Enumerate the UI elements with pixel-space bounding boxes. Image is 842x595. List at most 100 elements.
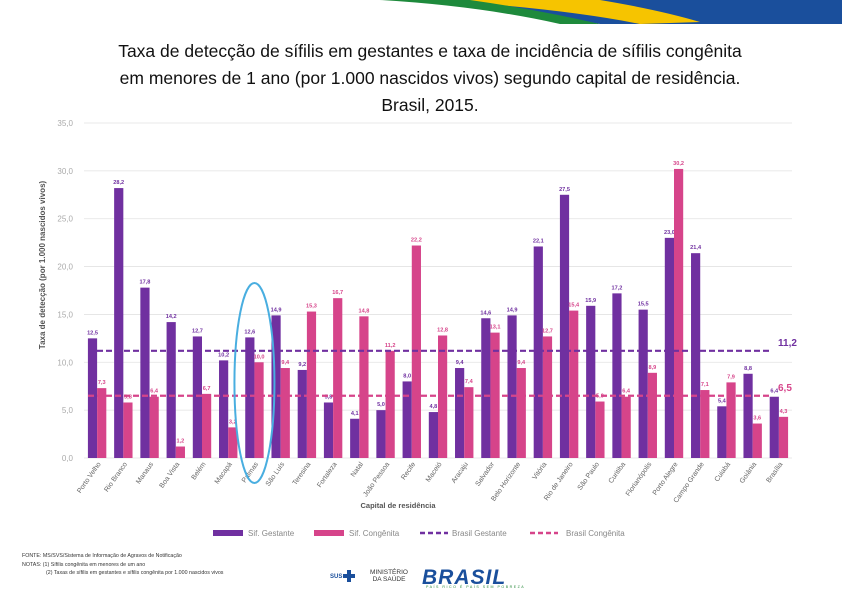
bar-gestante xyxy=(455,368,465,458)
bar-gestante xyxy=(323,402,334,458)
y-tick-label: 0,0 xyxy=(62,454,74,463)
data-label: 28,2 xyxy=(113,180,124,186)
data-label: 3,2 xyxy=(229,419,237,425)
x-tick-label: Fortaleza xyxy=(316,461,339,489)
data-label: 9,4 xyxy=(456,360,465,366)
y-axis-label: Taxa de detecção (por 1.000 nascidos viv… xyxy=(38,180,47,349)
legend-label: Brasil Congênita xyxy=(566,529,625,538)
data-label: 9,4 xyxy=(517,360,526,366)
bar-gestante xyxy=(297,369,307,458)
x-tick-label: Goiânia xyxy=(739,461,759,485)
data-label: 14,9 xyxy=(507,307,518,313)
bar-gestante xyxy=(192,336,202,458)
data-label: 13,1 xyxy=(490,325,501,331)
chart-title: Taxa de detecção de sífilis em gestantes… xyxy=(40,38,820,119)
data-label: 4,3 xyxy=(780,409,788,415)
data-label: 22,1 xyxy=(533,238,544,244)
footer-note-1: NOTAS: (1) Sífilis congênita em menores … xyxy=(22,561,146,568)
data-label: 15,4 xyxy=(568,303,580,309)
bar-congenita xyxy=(726,382,736,458)
bar-congenita xyxy=(149,396,159,458)
bar-gestante xyxy=(166,322,176,458)
data-label: 5,8 xyxy=(124,394,132,400)
health-cross-icon xyxy=(343,570,355,582)
data-label: 27,5 xyxy=(559,187,570,193)
title-line-1: Taxa de detecção de sífilis em gestantes… xyxy=(118,41,742,61)
x-tick-label: Curitiba xyxy=(608,461,628,485)
x-tick-label: Cuiabá xyxy=(714,461,733,483)
footer-note-2: (2) Taxas de sífilis em gestantes e sífi… xyxy=(46,570,224,576)
y-tick-label: 5,0 xyxy=(62,406,74,415)
bar-gestante xyxy=(114,188,124,459)
ref-line-label: 11,2 xyxy=(778,338,797,349)
data-label: 8,0 xyxy=(403,373,411,379)
x-tick-label: Rio de Janeiro xyxy=(543,461,575,502)
data-label: 3,6 xyxy=(753,416,761,422)
data-label: 12,5 xyxy=(87,330,98,336)
x-tick-label: Florianópolis xyxy=(625,461,654,498)
bar-gestante xyxy=(533,246,543,458)
data-label: 9,4 xyxy=(281,360,290,366)
data-label: 7,1 xyxy=(701,382,709,388)
data-label: 6,4 xyxy=(150,389,159,395)
data-label: 12,6 xyxy=(244,329,255,335)
bar-gestante xyxy=(271,315,281,458)
bar-gestante xyxy=(717,406,727,458)
x-tick-label: São Paulo xyxy=(577,461,601,492)
data-label: 10,2 xyxy=(218,352,229,358)
data-label: 7,9 xyxy=(727,374,735,380)
bar-gestante xyxy=(507,315,517,458)
bar-congenita xyxy=(280,368,290,458)
bar-congenita xyxy=(228,427,238,458)
data-label: 14,2 xyxy=(166,314,177,320)
bar-congenita xyxy=(359,316,369,458)
bar-gestante xyxy=(402,381,412,458)
sus-logo: SUS xyxy=(330,574,343,580)
data-label: 5,8 xyxy=(325,394,333,400)
header-band xyxy=(380,0,842,24)
bar-congenita xyxy=(674,168,684,458)
bar-congenita xyxy=(516,368,526,458)
brasil-logo: BRASIL xyxy=(422,566,507,589)
data-label: 4,1 xyxy=(351,411,359,417)
bar-gestante xyxy=(664,237,674,458)
data-label: 7,4 xyxy=(465,379,474,385)
legend-label: Sif. Congênita xyxy=(349,529,400,538)
legend-label: Brasil Gestante xyxy=(452,529,507,538)
data-label: 22,2 xyxy=(411,238,422,244)
x-tick-label: São Luís xyxy=(265,461,287,488)
x-tick-label: Maceió xyxy=(425,461,444,484)
bar-congenita xyxy=(778,416,789,458)
ref-line-label: 6,5 xyxy=(778,383,792,394)
x-tick-label: Boa Vista xyxy=(159,461,182,490)
bar-congenita xyxy=(202,393,212,458)
data-label: 6,4 xyxy=(770,389,779,395)
y-tick-label: 25,0 xyxy=(57,215,73,224)
x-tick-label: Belo Horizonte xyxy=(490,461,522,503)
x-tick-label: Belém xyxy=(191,461,208,481)
data-label: 9,2 xyxy=(298,362,306,368)
data-label: 14,9 xyxy=(271,307,282,313)
data-label: 17,8 xyxy=(140,280,151,286)
x-tick-label: Vitória xyxy=(531,461,548,481)
bar-gestante xyxy=(638,309,648,458)
bar-congenita xyxy=(123,402,133,458)
bar-congenita xyxy=(464,387,474,458)
data-label: 11,2 xyxy=(385,343,396,349)
data-label: 5,4 xyxy=(718,398,727,404)
brasil-slogan: PAÍS RICO É PAÍS SEM POBREZA xyxy=(426,585,526,589)
legend-swatch-gestante xyxy=(213,530,243,536)
data-label: 23,0 xyxy=(664,230,675,236)
data-label: 5,9 xyxy=(596,394,604,400)
bar-gestante xyxy=(245,337,255,458)
data-label: 1,2 xyxy=(176,439,184,445)
title-line-3: Brasil, 2015. xyxy=(381,95,479,115)
bar-congenita xyxy=(385,350,395,458)
bar-gestante xyxy=(586,305,596,458)
x-tick-label: Brasília xyxy=(765,461,784,484)
x-tick-label: Aracaju xyxy=(451,461,470,485)
bar-gestante xyxy=(743,373,753,458)
data-label: 12,8 xyxy=(437,327,448,333)
data-label: 6,7 xyxy=(203,386,211,392)
